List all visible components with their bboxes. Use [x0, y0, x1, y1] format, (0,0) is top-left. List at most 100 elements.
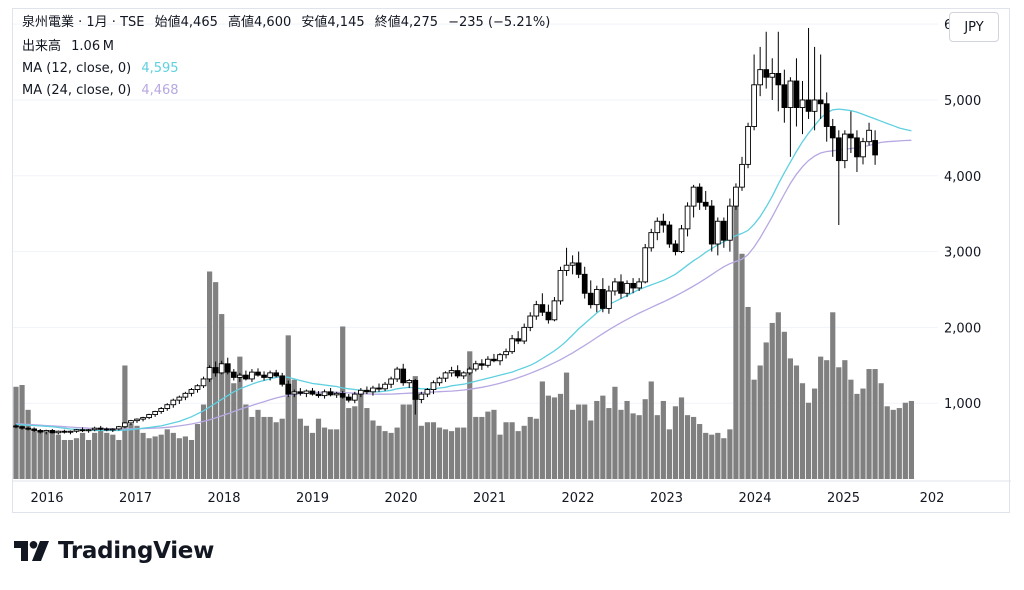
candle	[454, 365, 461, 379]
ohlc-legend: 泉州電業 · 1月 · TSE 始値4,465 高値4,600 安値4,145 …	[22, 14, 556, 32]
x-tick-label: 2024	[738, 491, 771, 506]
volume-bar	[563, 372, 570, 479]
candle-body	[648, 232, 655, 249]
candle	[684, 202, 691, 237]
candle	[230, 369, 237, 381]
candle	[521, 323, 528, 345]
candle-body	[158, 408, 165, 412]
candle	[721, 217, 727, 248]
candle-body	[43, 430, 50, 433]
x-tick-label: 2018	[207, 491, 240, 506]
candle-body	[103, 428, 110, 431]
candle	[303, 389, 310, 398]
candle-body	[551, 300, 558, 321]
candle	[436, 376, 443, 386]
candle	[618, 274, 624, 299]
candle-body	[25, 427, 31, 430]
candle	[224, 357, 231, 375]
candle-body	[236, 374, 243, 378]
candle-body	[727, 205, 733, 241]
candle-body	[285, 383, 292, 395]
volume-bar	[19, 385, 25, 479]
volume-bar	[545, 395, 551, 479]
volume-bar	[527, 416, 533, 479]
candle	[297, 388, 304, 396]
candle-body	[696, 186, 703, 203]
candle	[97, 425, 104, 431]
candle-body	[472, 363, 479, 370]
volume-bar	[382, 431, 388, 479]
volume-bar	[775, 312, 781, 479]
candle-body	[140, 417, 146, 420]
volume-bar	[297, 418, 303, 479]
candle	[587, 280, 594, 309]
volume-bar	[588, 420, 594, 479]
x-tick-label: 2020	[384, 491, 417, 506]
volume-bar	[370, 420, 376, 479]
candle-body	[769, 72, 776, 78]
candle-body	[479, 363, 485, 366]
candle	[551, 297, 558, 322]
y-tick-label: 1,000	[944, 397, 981, 412]
close-value: 終値4,275	[374, 15, 438, 30]
candle	[364, 386, 370, 395]
volume-bar	[412, 376, 418, 479]
candle-body	[267, 372, 273, 378]
volume-bar	[703, 432, 709, 479]
candle	[872, 130, 878, 165]
volume-bar	[618, 409, 624, 479]
volume-bar	[436, 427, 443, 479]
candle-body	[73, 429, 80, 432]
volume-bar	[715, 432, 721, 479]
candle	[739, 156, 745, 191]
candle-body	[358, 389, 364, 395]
candle	[799, 81, 806, 135]
candle-body	[122, 422, 128, 428]
candle-body	[708, 205, 715, 245]
candle	[382, 381, 388, 392]
candle	[515, 331, 522, 345]
candle	[448, 366, 455, 377]
volume-bar	[648, 381, 654, 479]
candle	[128, 419, 134, 426]
candle-body	[303, 390, 310, 394]
candle-body	[618, 281, 624, 294]
candle-body	[460, 372, 467, 377]
candle-body	[249, 371, 255, 380]
candle	[606, 285, 612, 314]
candle-body	[842, 133, 848, 162]
candle	[61, 429, 68, 434]
volume-bar	[854, 393, 860, 479]
candle-body	[454, 370, 461, 377]
candle-body	[309, 390, 316, 395]
volume-bar	[533, 418, 539, 479]
volume-bar	[902, 402, 908, 479]
volume-bar	[340, 326, 346, 479]
tradingview-logo-icon	[14, 541, 49, 561]
candle-body	[575, 262, 582, 275]
volume-bar	[642, 399, 648, 479]
ma24-legend: MA (24, close, 0) 4,468	[22, 82, 185, 100]
candle-body	[261, 374, 267, 378]
candle-body	[85, 429, 92, 432]
volume-bar	[866, 369, 872, 479]
candle-body	[660, 220, 667, 226]
candle-body	[382, 383, 388, 390]
volume-bar	[400, 404, 406, 479]
candle-body	[376, 387, 382, 390]
currency-button[interactable]: JPY	[949, 12, 999, 42]
tradingview-logo[interactable]: TradingView	[14, 538, 214, 564]
volume-bar	[781, 331, 787, 479]
ma24-line	[15, 139, 912, 430]
candle-body	[19, 426, 25, 429]
volume-bar	[321, 427, 328, 479]
volume-bar	[721, 438, 727, 479]
candle-body	[345, 396, 352, 401]
candle-body	[630, 282, 636, 289]
x-tick-label: 2017	[119, 491, 152, 506]
candle	[696, 183, 703, 210]
candle	[345, 394, 352, 403]
candle	[351, 391, 358, 404]
